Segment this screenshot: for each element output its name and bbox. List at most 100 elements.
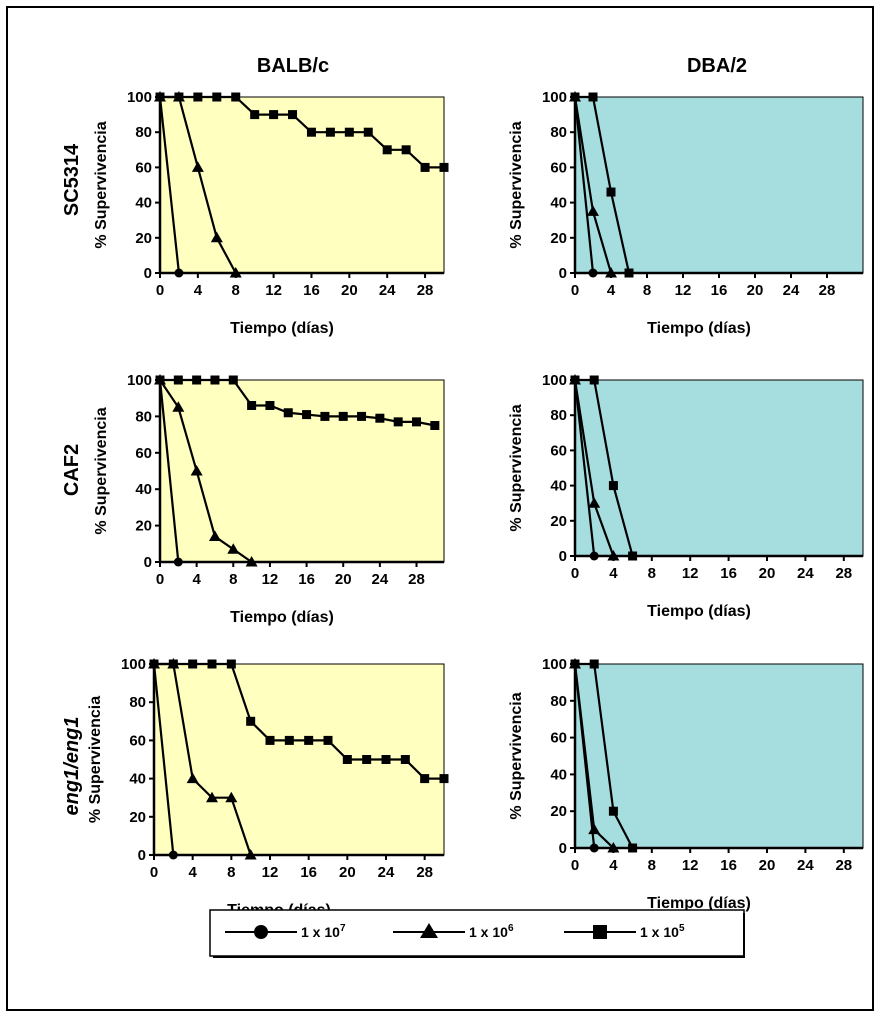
- y-tick-label: 60: [550, 159, 567, 176]
- data-point-square: [362, 755, 372, 764]
- data-point-triangle: [587, 205, 599, 216]
- y-tick-label: 60: [129, 732, 146, 749]
- data-point-square: [168, 659, 178, 669]
- x-axis-label: Tiempo (días): [647, 895, 751, 912]
- y-axis-label: % Supervivencia: [93, 407, 110, 534]
- column-title-dba2: DBA/2: [687, 55, 747, 77]
- x-tick-label: 16: [298, 571, 315, 588]
- series-line: [152, 663, 175, 856]
- data-point-square: [363, 127, 373, 137]
- y-tick-label: 20: [550, 513, 567, 530]
- x-tick-label: 20: [339, 864, 356, 881]
- plot-area: [574, 96, 864, 274]
- y-tick-label: 60: [135, 445, 152, 462]
- data-point-square: [401, 145, 411, 155]
- data-point-square: [212, 92, 222, 102]
- x-tick-label: 8: [648, 857, 656, 874]
- data-point-triangle: [229, 267, 242, 278]
- data-point-circle: [588, 268, 598, 278]
- data-point-square: [338, 411, 348, 421]
- data-point-square: [247, 400, 257, 410]
- series-line: [575, 378, 634, 557]
- x-tick-label: 16: [720, 857, 737, 874]
- series-square: [570, 92, 634, 278]
- legend-entry-circle: 1 x 107: [225, 923, 346, 940]
- y-axis-label: % Supervivencia: [93, 121, 110, 248]
- data-point-triangle: [186, 772, 199, 784]
- data-point-triangle: [206, 791, 218, 803]
- data-point-triangle: [605, 267, 617, 278]
- data-point-square: [439, 774, 449, 784]
- data-point-square: [193, 92, 203, 102]
- data-point-triangle: [210, 231, 223, 243]
- y-tick-label: 40: [129, 771, 146, 788]
- data-point-square: [589, 659, 599, 669]
- x-tick-label: 16: [711, 282, 728, 299]
- data-point-square: [628, 843, 638, 853]
- data-point-triangle: [588, 823, 601, 835]
- chart-2: 0 20 40 60 80 100 0 4 8 12 16 20 24 28 Tiempo (días) % …: [93, 372, 445, 626]
- x-tick-label: 24: [797, 565, 814, 582]
- data-point-triangle: [607, 550, 620, 561]
- y-tick-label: 80: [135, 408, 152, 425]
- y-tick-label: 60: [135, 159, 152, 176]
- x-tick-label: 0: [571, 565, 579, 582]
- x-tick-label: 0: [156, 571, 164, 588]
- y-tick-label: 80: [135, 124, 152, 141]
- data-point-square: [420, 162, 430, 172]
- data-point-square: [325, 127, 335, 137]
- data-point-square: [342, 755, 352, 764]
- x-axis-label: Tiempo (días): [647, 320, 751, 337]
- data-point-triangle: [190, 465, 203, 476]
- x-axis-label: Tiempo (días): [230, 320, 334, 337]
- data-point-square: [265, 735, 275, 745]
- data-point-square: [381, 755, 391, 764]
- data-point-square: [228, 375, 238, 385]
- plot-area: [574, 663, 864, 849]
- data-point-square: [570, 92, 580, 102]
- x-tick-label: 24: [372, 571, 389, 588]
- column-title-balbc: BALB/c: [257, 55, 329, 77]
- series-line: [154, 662, 444, 780]
- data-point-square: [570, 375, 580, 385]
- row-title-caf2: CAF2: [61, 444, 83, 496]
- y-tick-label: 20: [135, 518, 152, 535]
- data-point-square: [265, 400, 275, 410]
- series-line: [575, 95, 631, 274]
- series-line: [160, 378, 436, 427]
- y-tick-label: 20: [135, 230, 152, 247]
- data-point-square: [430, 421, 440, 430]
- x-tick-label: 12: [262, 864, 279, 881]
- x-tick-label: 24: [797, 857, 814, 874]
- y-tick-label: 100: [542, 89, 567, 106]
- x-tick-label: 28: [408, 571, 425, 588]
- legend-entry-triangle: 1 x 106: [393, 923, 514, 940]
- x-tick-label: 12: [675, 282, 692, 299]
- data-point-triangle: [227, 543, 240, 554]
- data-point-triangle: [191, 161, 204, 172]
- chart-1: 0 20 40 60 80 100 0 4 8 12 16 20 24 28 Tiempo (días) % …: [508, 89, 864, 337]
- legend-label: 1 x 106: [469, 923, 514, 940]
- data-point-square: [375, 413, 385, 423]
- data-point-square: [304, 735, 314, 745]
- data-point-square: [400, 755, 410, 764]
- y-tick-label: 60: [550, 730, 567, 747]
- legend-entry-square: 1 x 105: [564, 923, 685, 940]
- x-tick-label: 16: [720, 565, 737, 582]
- x-tick-label: 20: [341, 282, 358, 299]
- x-tick-label: 28: [417, 282, 434, 299]
- x-tick-label: 0: [150, 864, 158, 881]
- x-tick-label: 12: [682, 565, 699, 582]
- x-tick-label: 28: [835, 565, 852, 582]
- data-point-square: [231, 92, 241, 102]
- data-point-square: [608, 806, 618, 816]
- data-point-square: [320, 411, 330, 421]
- legend-marker-circle: [254, 925, 268, 939]
- x-tick-label: 12: [262, 571, 279, 588]
- x-axis-label: Tiempo (días): [647, 603, 751, 620]
- data-point-square: [306, 127, 316, 137]
- y-tick-label: 0: [559, 548, 567, 565]
- data-point-triangle: [172, 401, 185, 412]
- x-tick-label: 8: [227, 864, 235, 881]
